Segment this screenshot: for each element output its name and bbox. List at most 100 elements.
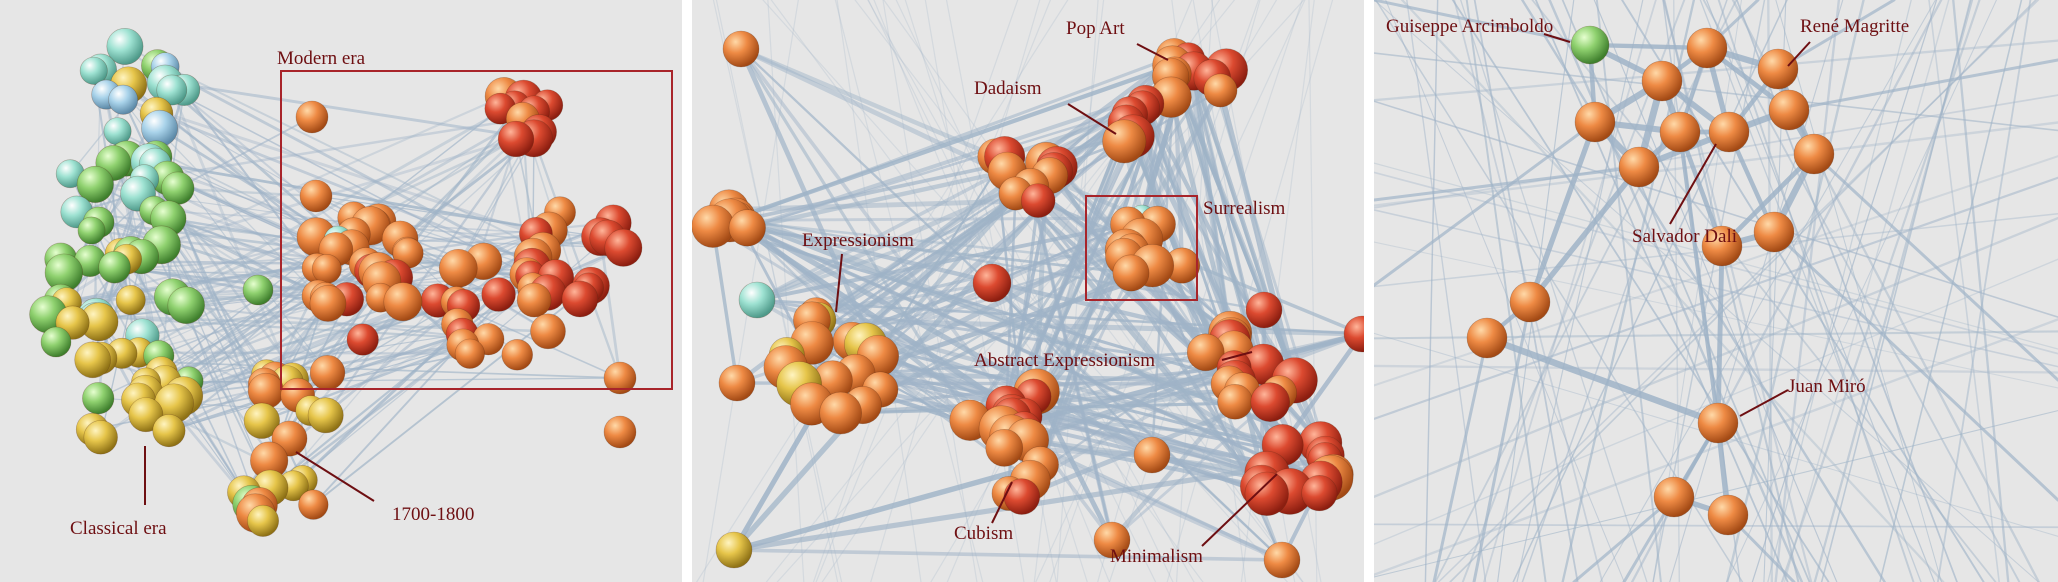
graph-node[interactable] (1245, 291, 1283, 329)
graph-node[interactable] (311, 254, 342, 284)
graph-node[interactable] (1793, 133, 1835, 175)
graph-node[interactable] (561, 280, 599, 318)
graph-node[interactable] (1244, 471, 1289, 516)
graph-node[interactable] (1753, 211, 1795, 253)
graph-node[interactable] (1133, 436, 1171, 474)
graph-node[interactable] (82, 382, 115, 415)
graph-node[interactable] (1653, 476, 1695, 518)
graph-node[interactable] (1659, 111, 1701, 153)
graph-node[interactable] (108, 84, 139, 115)
graph-node[interactable] (1701, 225, 1743, 267)
graph-edge (1783, 0, 1950, 582)
graph-node[interactable] (985, 429, 1024, 467)
graph-node[interactable] (1263, 541, 1301, 579)
graph-node[interactable] (98, 251, 131, 284)
graph-node[interactable] (497, 120, 535, 158)
graph-node[interactable] (530, 313, 566, 350)
graph-node[interactable] (1686, 27, 1728, 69)
graph-node[interactable] (692, 204, 735, 248)
graph-edge (696, 0, 1069, 582)
graph-node[interactable] (1466, 317, 1508, 359)
graph-node[interactable] (1112, 254, 1150, 292)
graph-node[interactable] (1570, 25, 1610, 65)
leader-minimalism (1201, 473, 1278, 547)
graph-node[interactable] (106, 27, 144, 65)
graph-node[interactable] (1343, 315, 1364, 353)
graph-node[interactable] (1186, 333, 1225, 372)
graph-node[interactable] (309, 285, 347, 322)
graph-node[interactable] (1574, 101, 1616, 143)
graph-node[interactable] (156, 74, 188, 106)
graph-node[interactable] (1301, 475, 1338, 512)
graph-node[interactable] (79, 56, 108, 85)
graph-node[interactable] (718, 364, 756, 402)
graph-node[interactable] (167, 286, 205, 324)
graph-node[interactable] (40, 326, 72, 358)
graph-node[interactable] (481, 277, 516, 312)
graph-node[interactable] (1768, 89, 1810, 131)
graph-node[interactable] (128, 397, 164, 433)
graph-node[interactable] (1641, 60, 1683, 102)
graph-node[interactable] (603, 361, 637, 395)
graph-node[interactable] (604, 228, 643, 267)
graph-edge (1776, 0, 1896, 71)
graph-node[interactable] (242, 274, 274, 306)
surrealism-graph[interactable]: Guiseppe Arcimboldo René Magritte Salvad… (1374, 0, 2058, 582)
graph-node[interactable] (1618, 146, 1660, 188)
graph-node[interactable] (1697, 402, 1739, 444)
graph-node[interactable] (715, 531, 753, 569)
graph-node[interactable] (728, 209, 766, 247)
graph-node[interactable] (501, 339, 533, 371)
graph-node[interactable] (152, 414, 186, 448)
label-modern-era: Modern era (277, 48, 366, 69)
graph-node[interactable] (74, 341, 111, 379)
graph-node[interactable] (77, 216, 106, 245)
graph-edge (1527, 119, 1598, 305)
graph-node[interactable] (438, 248, 478, 288)
graph-edge (1056, 0, 1099, 582)
graph-edge (1451, 0, 1830, 582)
graph-node[interactable] (1093, 521, 1131, 559)
surrealism-nodes (1466, 25, 1835, 536)
graph-node[interactable] (1708, 111, 1750, 153)
graph-edge (812, 0, 1019, 582)
graph-node[interactable] (298, 489, 329, 520)
graph-node[interactable] (722, 30, 760, 68)
graph-node[interactable] (1203, 73, 1238, 108)
graph-node[interactable] (1707, 494, 1749, 536)
graph-node[interactable] (1250, 382, 1290, 422)
graph-node[interactable] (299, 179, 333, 213)
graph-node[interactable] (247, 504, 279, 537)
graph-edge (1772, 230, 2058, 502)
graph-edge (727, 217, 1027, 420)
graph-node[interactable] (295, 100, 329, 134)
graph-node[interactable] (819, 391, 862, 435)
graph-node[interactable] (161, 171, 195, 205)
graph-edge (265, 137, 518, 376)
graph-node[interactable] (1020, 183, 1056, 218)
overview-graph[interactable]: Modern era Classical era 1700-1800 (0, 0, 682, 582)
graph-node[interactable] (516, 282, 552, 318)
graph-node[interactable] (1509, 281, 1551, 323)
graph-node[interactable] (1217, 384, 1253, 420)
graph-node[interactable] (972, 263, 1012, 303)
graph-node[interactable] (603, 415, 637, 449)
graph-node[interactable] (115, 285, 146, 315)
graph-node[interactable] (454, 338, 485, 369)
graph-node[interactable] (383, 282, 423, 322)
graph-node[interactable] (83, 420, 118, 455)
graph-node[interactable] (243, 402, 280, 439)
graph-edge (599, 235, 622, 380)
graph-node[interactable] (1757, 48, 1799, 90)
graph-node[interactable] (307, 397, 344, 434)
graph-node[interactable] (738, 281, 776, 319)
graph-edge (1952, 0, 2010, 582)
graph-node[interactable] (76, 165, 114, 203)
graph-node[interactable] (1003, 478, 1041, 515)
surrealism-highlight-box (1085, 195, 1198, 301)
modern-era-graph[interactable]: Pop Art Dadaism Surrealism Expressionism… (692, 0, 1364, 582)
graph-node[interactable] (1102, 119, 1147, 164)
graph-node[interactable] (346, 323, 379, 356)
graph-node[interactable] (309, 355, 346, 391)
label-dali: Salvador Dali (1632, 226, 1737, 247)
